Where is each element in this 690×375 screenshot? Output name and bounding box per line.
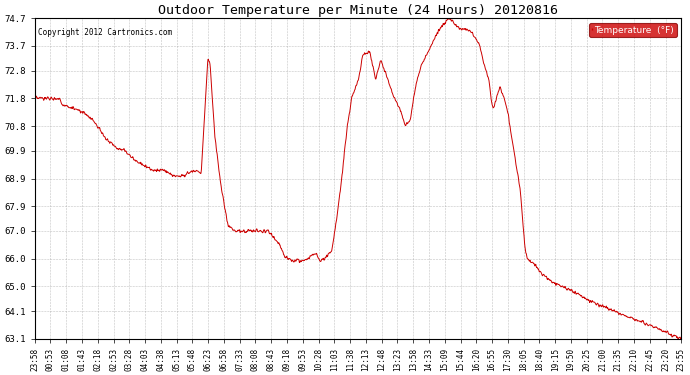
- Text: Copyright 2012 Cartronics.com: Copyright 2012 Cartronics.com: [38, 28, 172, 37]
- Legend: Temperature  (°F): Temperature (°F): [589, 23, 677, 37]
- Title: Outdoor Temperature per Minute (24 Hours) 20120816: Outdoor Temperature per Minute (24 Hours…: [158, 4, 558, 17]
